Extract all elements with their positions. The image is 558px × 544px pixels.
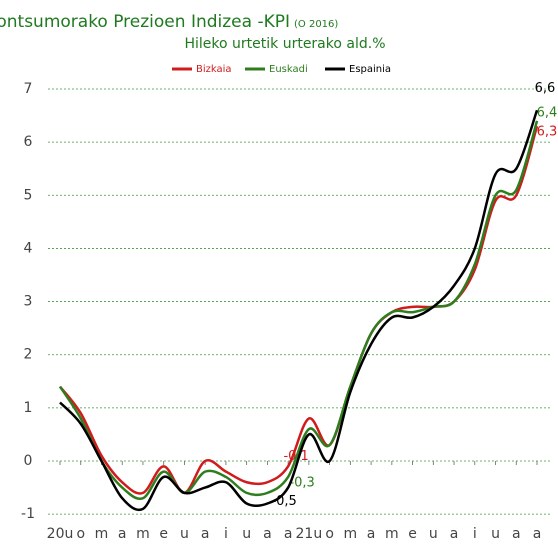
- y-tick-label: 0: [24, 453, 33, 469]
- x-tick-label: u: [242, 526, 251, 542]
- x-tick-label: u: [491, 526, 500, 542]
- y-tick-label: 7: [24, 81, 33, 97]
- series-line: [59, 109, 539, 512]
- chart-subtitle: Hileko urtetik urterako ald.%: [184, 36, 385, 52]
- y-tick-label: 6: [24, 134, 33, 150]
- y-tick-label: 3: [24, 294, 33, 310]
- data-label: -0,5: [271, 494, 296, 509]
- legend-label: Euskadi: [269, 64, 308, 75]
- x-tick-label: e: [408, 526, 417, 542]
- x-tick-label: u: [180, 526, 189, 542]
- x-tick-label: a: [512, 526, 521, 542]
- x-tick-label: m: [385, 526, 399, 542]
- title-note: (O 2016): [294, 19, 338, 30]
- series-line: [58, 120, 539, 501]
- x-tick-label: a: [284, 526, 293, 542]
- x-tick-label: o: [76, 526, 85, 542]
- y-tick-label: 4: [24, 240, 33, 256]
- series-line: [59, 125, 539, 495]
- x-tick-label: a: [118, 526, 127, 542]
- x-tick-label: m: [344, 526, 358, 542]
- x-tick-label: m: [136, 526, 150, 542]
- legend-label: Espainia: [349, 64, 391, 75]
- x-tick-label: a: [450, 526, 459, 542]
- x-tick-label: a: [201, 526, 210, 542]
- data-label: 6,3: [537, 125, 558, 140]
- y-tick-label: -1: [21, 506, 35, 522]
- y-tick-label: 2: [24, 347, 33, 363]
- x-tick-label: a: [533, 526, 542, 542]
- x-tick-label: o: [325, 526, 334, 542]
- chart-title: Kontsumorako Prezioen Indizea -KPI: [0, 12, 290, 32]
- x-tick-label: u: [429, 526, 438, 542]
- x-tick-label: i: [473, 526, 477, 542]
- data-label: 6,6: [535, 81, 556, 96]
- x-tick-label: i: [224, 526, 228, 542]
- x-tick-label: 21u: [296, 526, 323, 542]
- data-label: 6,4: [537, 105, 558, 120]
- x-tick-label: a: [263, 526, 272, 542]
- data-label: -0,3: [289, 475, 314, 490]
- x-tick-label: a: [367, 526, 376, 542]
- y-tick-label: 5: [24, 187, 33, 203]
- x-tick-label: 20u: [47, 526, 74, 542]
- x-tick-label: m: [95, 526, 109, 542]
- x-tick-label: e: [159, 526, 168, 542]
- legend-label: Bizkaia: [196, 64, 232, 75]
- y-tick-label: 1: [24, 400, 33, 416]
